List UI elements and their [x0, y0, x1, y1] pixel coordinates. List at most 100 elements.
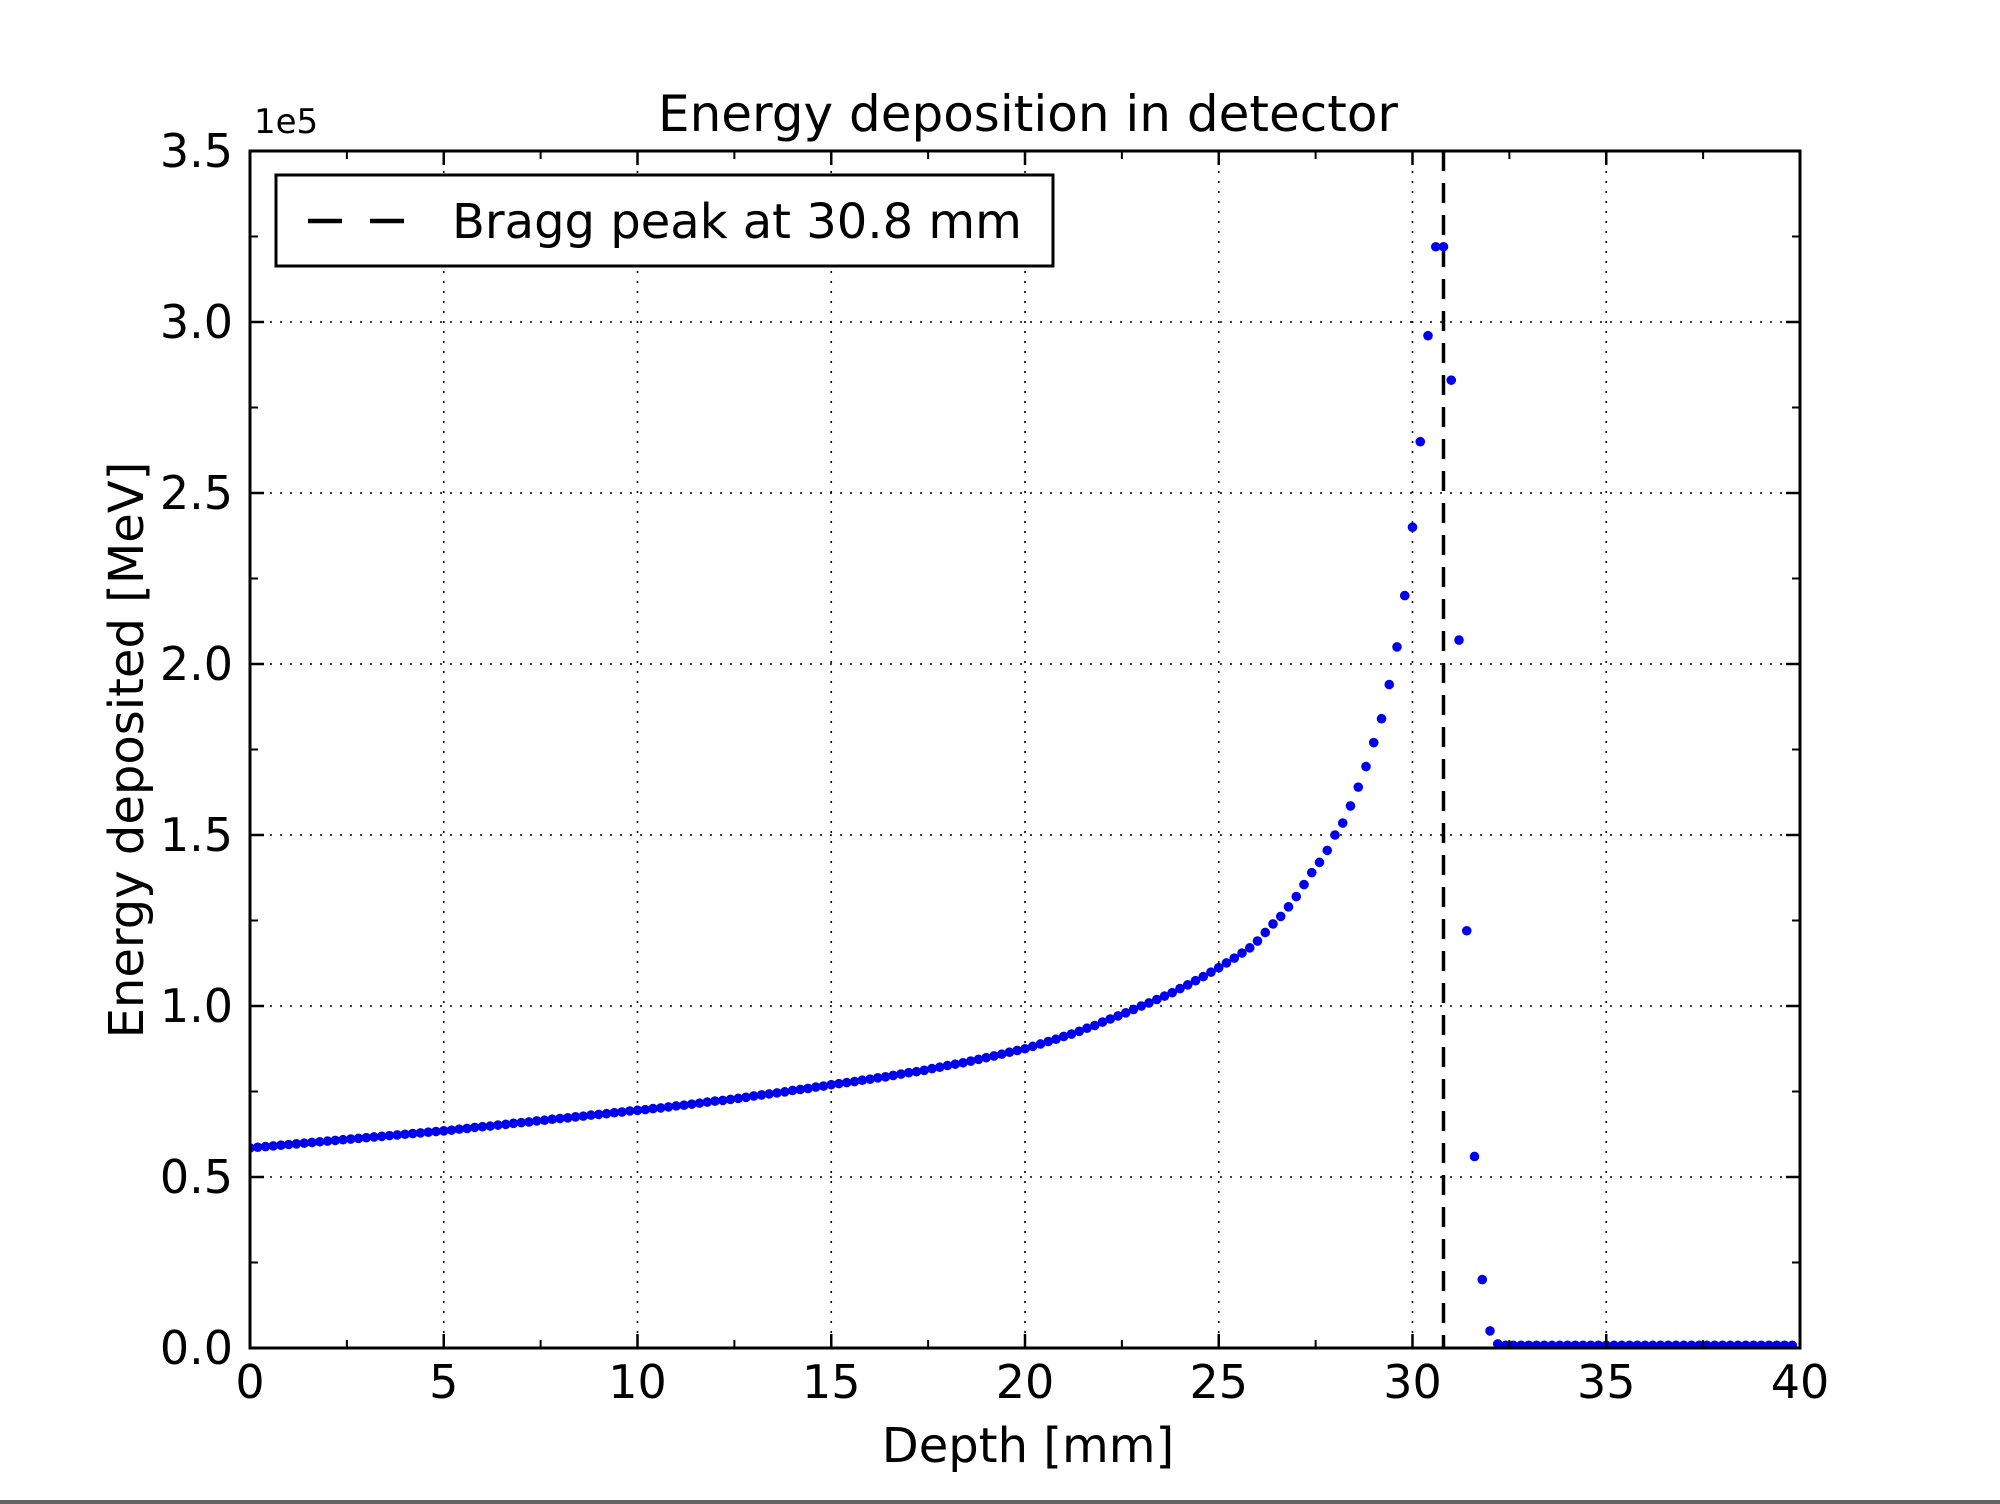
data-point [1043, 1036, 1054, 1047]
data-point [338, 1134, 348, 1145]
tick-label-layer: 0 5 10 15 20 25 30 35 40 0.0 0.5 1.0 1.5 2.0 2.5 3.0 3.5 [160, 124, 1829, 1409]
data-point [756, 1090, 767, 1100]
data-point [353, 1133, 364, 1144]
data-point [578, 1111, 589, 1121]
data-point [710, 1096, 720, 1106]
data-point [299, 1138, 310, 1148]
data-point [516, 1117, 527, 1128]
data-point [477, 1121, 488, 1132]
data-point [996, 1049, 1007, 1060]
data-point [872, 1073, 883, 1083]
data-point [927, 1063, 937, 1074]
data-point [1446, 375, 1457, 385]
data-point [1399, 590, 1410, 601]
data-point [981, 1052, 992, 1063]
data-point [423, 1127, 434, 1137]
data-point [1020, 1043, 1030, 1054]
data-point [1291, 891, 1302, 902]
data-point [1407, 522, 1418, 532]
data-point [407, 1128, 418, 1139]
data-point [717, 1095, 728, 1106]
data-point [431, 1126, 441, 1137]
grid-layer [250, 151, 1800, 1348]
data-point [1260, 927, 1271, 938]
data-point [1089, 1020, 1100, 1031]
data-point [1252, 936, 1263, 946]
data-point [1415, 436, 1426, 447]
data-point [601, 1108, 612, 1119]
data-point [508, 1118, 519, 1129]
data-point [524, 1117, 534, 1127]
y-tick-label: 2.5 [160, 466, 233, 520]
x-tick-label: 40 [1771, 1355, 1830, 1409]
data-point [1027, 1041, 1038, 1052]
x-axis-title: Depth [mm] [882, 1418, 1174, 1474]
data-point [1299, 879, 1309, 890]
data-point [671, 1101, 682, 1111]
data-point [1206, 967, 1216, 977]
y-tick-label: 1.5 [160, 808, 233, 862]
data-point [586, 1110, 596, 1120]
data-point [1423, 330, 1433, 341]
data-point [291, 1139, 302, 1149]
data-point [694, 1098, 705, 1108]
data-point [1136, 1001, 1147, 1011]
data-point [369, 1132, 379, 1142]
data-point [1190, 975, 1201, 986]
data-point [1376, 713, 1387, 724]
data-point [1361, 761, 1371, 772]
data-point [1167, 987, 1178, 998]
data-point [772, 1088, 782, 1098]
y-tick-label: 3.5 [160, 124, 233, 178]
data-point [446, 1125, 457, 1135]
data-point [570, 1112, 581, 1122]
data-point [888, 1070, 899, 1081]
data-point [485, 1121, 496, 1131]
data-point [376, 1131, 387, 1142]
data-point [841, 1077, 852, 1088]
data-point [1353, 782, 1364, 792]
data-point [973, 1054, 984, 1065]
data-point [1237, 948, 1247, 958]
data-point [849, 1076, 860, 1087]
data-point [1322, 845, 1333, 856]
data-point [787, 1085, 798, 1096]
data-point [1244, 943, 1255, 953]
y-tick-label: 2.0 [160, 637, 233, 691]
y-tick-label: 3.0 [160, 295, 233, 349]
data-point [1144, 998, 1154, 1008]
data-point [1430, 241, 1441, 252]
data-point [810, 1082, 821, 1092]
plot-area [250, 151, 1800, 1348]
data-point [330, 1135, 341, 1146]
data-point [415, 1128, 426, 1138]
data-point [1283, 902, 1294, 912]
data-point [1392, 642, 1402, 652]
data-point [1438, 241, 1449, 252]
data-point [1082, 1023, 1092, 1034]
data-point [438, 1126, 449, 1136]
data-point [663, 1102, 674, 1112]
data-point [911, 1066, 922, 1077]
data-point [1058, 1031, 1069, 1042]
data-point [896, 1069, 906, 1079]
data-point [1275, 911, 1286, 922]
data-point [1004, 1047, 1015, 1057]
data-point [880, 1071, 891, 1082]
data-point [942, 1060, 953, 1071]
data-point [965, 1056, 976, 1066]
data-point [539, 1115, 550, 1126]
data-point [989, 1051, 999, 1061]
data-point [919, 1065, 930, 1076]
data-point [268, 1141, 279, 1151]
data-point [493, 1120, 503, 1130]
x-tick-label: 20 [996, 1355, 1055, 1409]
data-point [252, 1142, 263, 1153]
data-point [276, 1140, 286, 1150]
data-point [1485, 1326, 1495, 1336]
data-point [1213, 962, 1224, 973]
data-point [934, 1062, 945, 1073]
data-point [555, 1113, 565, 1124]
legend-box [274, 173, 1055, 268]
